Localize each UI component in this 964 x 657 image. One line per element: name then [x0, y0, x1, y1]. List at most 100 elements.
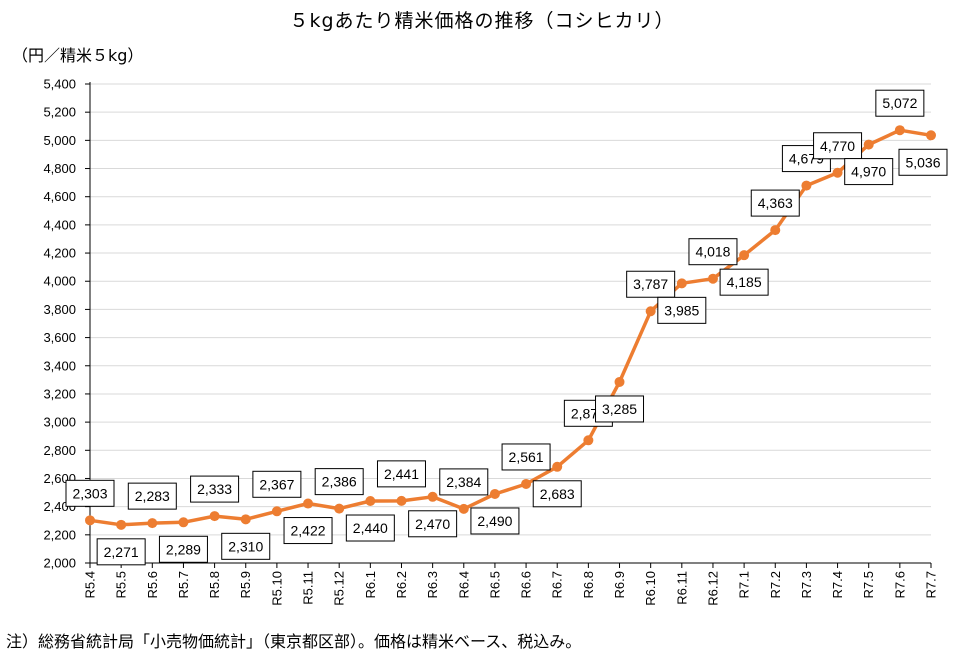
source-note: 注）総務省統計局「小売物価統計」（東京都区部）。価格は精米ベース、税込み。 — [6, 632, 582, 651]
data-label: 2,283 — [127, 482, 177, 510]
data-label-box — [719, 268, 769, 296]
y-tick-label: 3,400 — [43, 358, 76, 373]
data-point — [521, 478, 532, 489]
data-label-text: 4,970 — [851, 164, 886, 180]
data-point — [209, 511, 220, 522]
data-label-text: 2,561 — [509, 449, 544, 465]
x-tick-label: R7.1 — [737, 571, 752, 598]
data-label-text: 2,440 — [353, 520, 388, 536]
data-label-text: 3,787 — [633, 276, 668, 292]
data-label: 2,490 — [470, 507, 520, 535]
data-point — [427, 491, 438, 502]
data-label-box — [439, 468, 489, 496]
data-label-box — [96, 538, 146, 566]
data-label-text: 4,185 — [727, 274, 762, 290]
data-point — [614, 376, 625, 387]
data-label-box — [501, 443, 551, 471]
data-label: 2,384 — [439, 468, 489, 496]
data-label-box — [314, 468, 364, 496]
y-tick-label: 2,800 — [43, 443, 76, 458]
data-label: 2,683 — [532, 480, 582, 508]
data-label: 4,185 — [719, 268, 769, 296]
x-tick-label: R7.3 — [799, 571, 814, 598]
data-label-text: 2,470 — [415, 516, 450, 532]
x-tick-label: R5.8 — [207, 571, 222, 598]
data-label: 5,072 — [875, 89, 925, 117]
data-label-text: 2,271 — [104, 544, 139, 560]
data-label-box — [750, 189, 800, 217]
data-label-text: 2,422 — [291, 523, 326, 539]
data-label-box — [813, 132, 863, 160]
y-tick-label: 5,000 — [43, 133, 76, 148]
data-label-text: 2,490 — [477, 513, 512, 529]
data-label-box — [875, 89, 925, 117]
data-point — [926, 130, 936, 141]
data-label-box — [221, 532, 271, 560]
data-labels: 2,303 2,271 2,283 2,289 2,333 2,310 2,367 2,422… — [65, 89, 948, 566]
x-tick-label: R6.8 — [581, 571, 596, 598]
data-label: 2,422 — [283, 517, 333, 545]
data-point — [271, 506, 282, 517]
chart-title: ５kgあたり精米価格の推移（コシヒカリ） — [289, 10, 675, 32]
x-tick-label: R7.2 — [768, 571, 783, 598]
data-label-box — [657, 296, 707, 324]
data-label: 5,036 — [898, 148, 948, 176]
data-label: 2,440 — [345, 514, 395, 542]
data-label-text: 2,384 — [446, 474, 481, 490]
y-axis-unit-label: （円／精米５kg） — [12, 46, 144, 65]
data-label: 2,470 — [408, 510, 458, 538]
x-tick-label: R6.9 — [612, 571, 627, 598]
data-point — [770, 225, 781, 236]
y-tick-label: 5,400 — [43, 77, 76, 92]
y-tick-label: 2,000 — [43, 556, 76, 571]
data-label-text: 3,985 — [664, 302, 699, 318]
data-label-text: 4,018 — [695, 244, 730, 260]
y-tick-label: 5,200 — [43, 105, 76, 120]
x-tick-label: R5.12 — [332, 571, 347, 606]
y-tick-label: 3,800 — [43, 302, 76, 317]
data-label-box — [190, 475, 240, 503]
data-label-text: 2,367 — [259, 476, 294, 492]
x-tick-label: R5.4 — [83, 571, 98, 598]
x-tick-label: R7.6 — [892, 571, 907, 598]
data-point — [739, 250, 750, 261]
data-point — [552, 461, 563, 472]
data-label-box — [65, 479, 115, 507]
x-tick-label: R7.5 — [861, 571, 876, 598]
data-label: 2,333 — [190, 475, 240, 503]
data-label-text: 2,441 — [384, 466, 419, 482]
data-label: 4,970 — [844, 158, 894, 186]
data-point — [178, 517, 189, 528]
data-label: 4,018 — [688, 238, 738, 266]
data-label-box — [844, 158, 894, 186]
data-label-text: 2,386 — [322, 474, 357, 490]
data-label: 4,770 — [813, 132, 863, 160]
y-tick-label: 3,600 — [43, 330, 76, 345]
x-tick-label: R6.6 — [519, 571, 534, 598]
data-point — [147, 518, 158, 529]
data-label-text: 2,289 — [166, 541, 201, 557]
data-label: 2,441 — [376, 460, 426, 488]
data-point — [832, 167, 843, 178]
data-label-text: 5,036 — [905, 154, 940, 170]
data-label-text: 2,310 — [228, 538, 263, 554]
x-tick-label: R5.10 — [269, 571, 284, 606]
data-point — [645, 306, 656, 317]
y-tick-label: 4,400 — [43, 217, 76, 232]
data-point — [801, 180, 812, 191]
data-label: 3,985 — [657, 296, 707, 324]
data-point — [707, 273, 718, 284]
data-label: 3,285 — [595, 395, 645, 423]
y-tick-label: 4,800 — [43, 161, 76, 176]
data-label-box — [158, 535, 208, 563]
x-tick-label: R7.4 — [830, 571, 845, 598]
x-tick-label: R5.9 — [238, 571, 253, 598]
gridlines — [90, 83, 931, 536]
data-label-box — [127, 482, 177, 510]
data-label: 2,310 — [221, 532, 271, 560]
data-label-text: 4,363 — [758, 195, 793, 211]
data-label-box — [408, 510, 458, 538]
data-point — [240, 514, 251, 525]
x-tick-label: R6.10 — [643, 571, 658, 606]
